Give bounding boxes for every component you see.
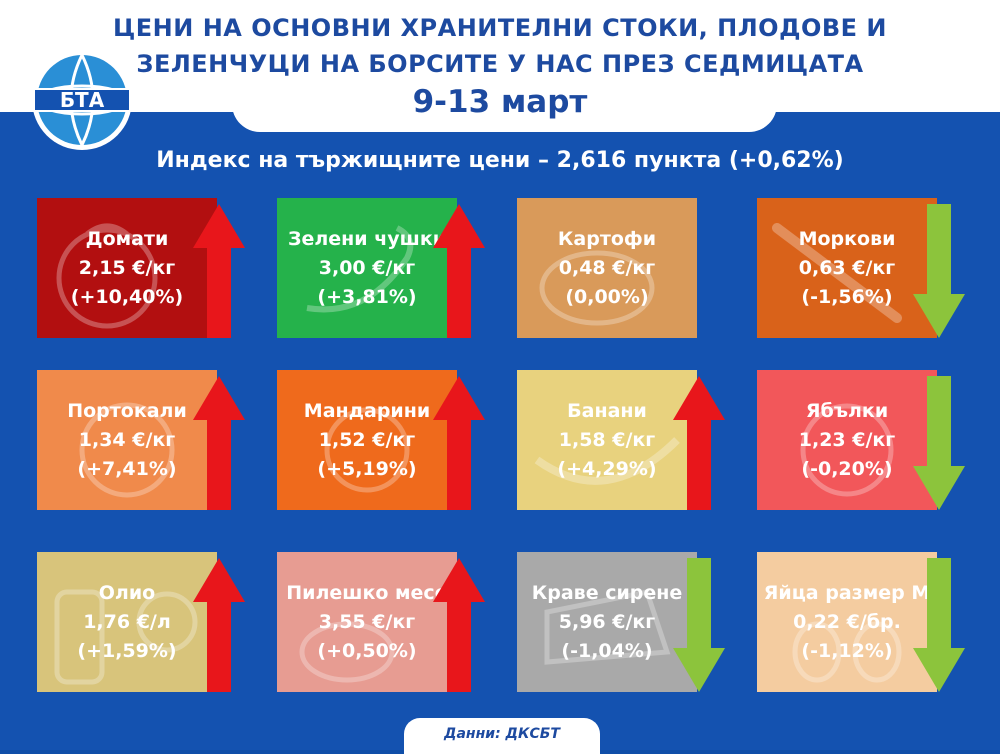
card-price: 1,58 €/кг [558, 428, 656, 451]
card-change: (+3,81%) [317, 285, 417, 308]
price-card-12: Яйца размер М 0,22 €/бр. (-1,12%) [757, 552, 937, 692]
footer-tab [404, 718, 600, 754]
card-name: Моркови [798, 227, 896, 250]
up-arrow-icon [193, 204, 245, 338]
price-card-5: Портокали 1,34 €/кг (+7,41%) [37, 370, 217, 510]
banana-icon [534, 437, 680, 485]
up-arrow-icon [673, 376, 725, 510]
price-card-3: Картофи 0,48 €/кг (0,00%) [517, 198, 697, 338]
pepper-icon [306, 225, 414, 313]
card-name: Портокали [67, 399, 187, 422]
price-card-2: Зелени чушки 3,00 €/кг (+3,81%) [277, 198, 457, 338]
carrot-icon [772, 223, 902, 323]
price-card-1: Домати 2,15 €/кг (+10,40%) [37, 198, 217, 338]
card-name: Краве сирене [531, 581, 683, 604]
up-arrow-icon [433, 376, 485, 510]
potato-icon [539, 250, 655, 326]
bta-logo: БТА [32, 50, 132, 150]
market-index: Индекс на тържищните цени – 2,616 пункта… [156, 148, 844, 173]
down-arrow-icon [913, 558, 965, 692]
card-name: Зелени чушки [287, 227, 447, 250]
card-price: 2,15 €/кг [78, 256, 176, 279]
price-card-10: Пилешко месо 3,55 €/кг (+0,50%) [277, 552, 457, 692]
card-name: Картофи [557, 227, 657, 250]
price-card-11: Краве сирене 5,96 €/кг (-1,04%) [517, 552, 697, 692]
price-card-6: Мандарини 1,52 €/кг (+5,19%) [277, 370, 457, 510]
card-change: (+4,29%) [557, 457, 657, 480]
card-change: (+1,59%) [77, 639, 177, 662]
card-change: (-1,04%) [561, 639, 653, 662]
up-arrow-icon [193, 558, 245, 692]
down-arrow-icon [913, 376, 965, 510]
apple-icon [800, 403, 894, 497]
card-price: 3,55 €/кг [318, 610, 416, 633]
card-price: 3,00 €/кг [318, 256, 416, 279]
card-name: Пилешко месо [286, 581, 448, 604]
card-change: (-1,12%) [801, 639, 893, 662]
card-price: 0,48 €/кг [558, 256, 656, 279]
tomato-icon [56, 223, 158, 329]
card-change: (-1,56%) [801, 285, 893, 308]
card-name: Банани [567, 399, 647, 422]
page-title-line2: ЗЕЛЕНЧУЦИ НА БОРСИТЕ У НАС ПРЕЗ СЕДМИЦАТ… [136, 50, 864, 78]
card-price: 0,22 €/бр. [793, 610, 901, 633]
down-arrow-icon [673, 558, 725, 692]
card-name: Олио [98, 581, 156, 604]
card-price: 5,96 €/кг [558, 610, 656, 633]
card-name: Ябълки [805, 399, 889, 422]
orange-icon [79, 402, 175, 498]
card-change: (+10,40%) [70, 285, 184, 308]
up-arrow-icon [193, 376, 245, 510]
card-price: 1,34 €/кг [78, 428, 176, 451]
mandarin-icon [324, 407, 410, 493]
data-source: Данни: ДКСБТ [444, 726, 560, 742]
page-title-line1: ЦЕНИ НА ОСНОВНИ ХРАНИТЕЛНИ СТОКИ, ПЛОДОВ… [113, 14, 887, 42]
card-name: Мандарини [303, 399, 431, 422]
chicken-icon [299, 621, 395, 683]
card-name: Домати [85, 227, 169, 250]
card-change: (+7,41%) [77, 457, 177, 480]
card-price: 1,76 €/л [83, 610, 171, 633]
up-arrow-icon [433, 558, 485, 692]
price-card-8: Ябълки 1,23 €/кг (-0,20%) [757, 370, 937, 510]
date-range: 9-13 март [412, 84, 588, 120]
eggs-icon [792, 621, 902, 683]
header-tab [232, 60, 777, 132]
logo-text: БТА [60, 88, 105, 112]
card-price: 1,52 €/кг [318, 428, 416, 451]
card-change: (0,00%) [565, 285, 649, 308]
cheese-icon [544, 589, 671, 665]
oil-bottle-icon [54, 589, 198, 685]
down-arrow-icon [913, 204, 965, 338]
card-price: 0,63 €/кг [798, 256, 896, 279]
card-change: (-0,20%) [801, 457, 893, 480]
card-change: (+5,19%) [317, 457, 417, 480]
price-card-9: Олио 1,76 €/л (+1,59%) [37, 552, 217, 692]
price-card-4: Моркови 0,63 €/кг (-1,56%) [757, 198, 937, 338]
price-card-7: Банани 1,58 €/кг (+4,29%) [517, 370, 697, 510]
card-price: 1,23 €/кг [798, 428, 896, 451]
up-arrow-icon [433, 204, 485, 338]
card-change: (+0,50%) [317, 639, 417, 662]
card-name: Яйца размер М [763, 581, 931, 604]
